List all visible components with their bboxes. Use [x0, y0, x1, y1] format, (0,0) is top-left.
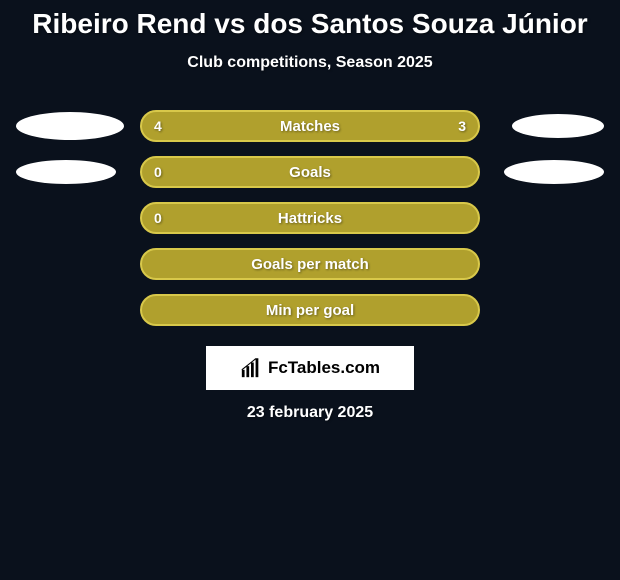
stat-bar: 4Matches3	[140, 110, 480, 142]
stat-label: Goals	[142, 164, 478, 181]
stat-bar: Min per goal	[140, 294, 480, 326]
stat-value-right: 3	[458, 118, 466, 134]
player-left-ellipse	[16, 160, 116, 184]
logo-text: FcTables.com	[268, 358, 380, 378]
stat-label: Matches	[142, 118, 478, 135]
stat-label: Min per goal	[142, 302, 478, 319]
player-left-ellipse	[16, 112, 124, 140]
logo-box: FcTables.com	[206, 346, 414, 390]
subtitle: Club competitions, Season 2025	[0, 54, 620, 72]
stat-bar: 0Goals	[140, 156, 480, 188]
stat-row: 0Hattricks	[10, 202, 610, 234]
comparison-infographic: Ribeiro Rend vs dos Santos Souza Júnior …	[0, 0, 620, 580]
stat-row: Min per goal	[10, 294, 610, 326]
bar-chart-icon	[240, 357, 262, 379]
stat-bar: 0Hattricks	[140, 202, 480, 234]
stat-row: 4Matches3	[10, 110, 610, 142]
stat-label: Goals per match	[142, 256, 478, 273]
stat-row: 0Goals	[10, 156, 610, 188]
player-right-ellipse	[512, 114, 604, 138]
page-title: Ribeiro Rend vs dos Santos Souza Júnior	[0, 0, 620, 40]
player-right-ellipse	[504, 160, 604, 184]
stat-row: Goals per match	[10, 248, 610, 280]
stat-label: Hattricks	[142, 210, 478, 227]
stat-rows: 4Matches3 0Goals 0Hattricks Goals per match…	[0, 110, 620, 326]
date-text: 23 february 2025	[0, 404, 620, 422]
stat-bar: Goals per match	[140, 248, 480, 280]
